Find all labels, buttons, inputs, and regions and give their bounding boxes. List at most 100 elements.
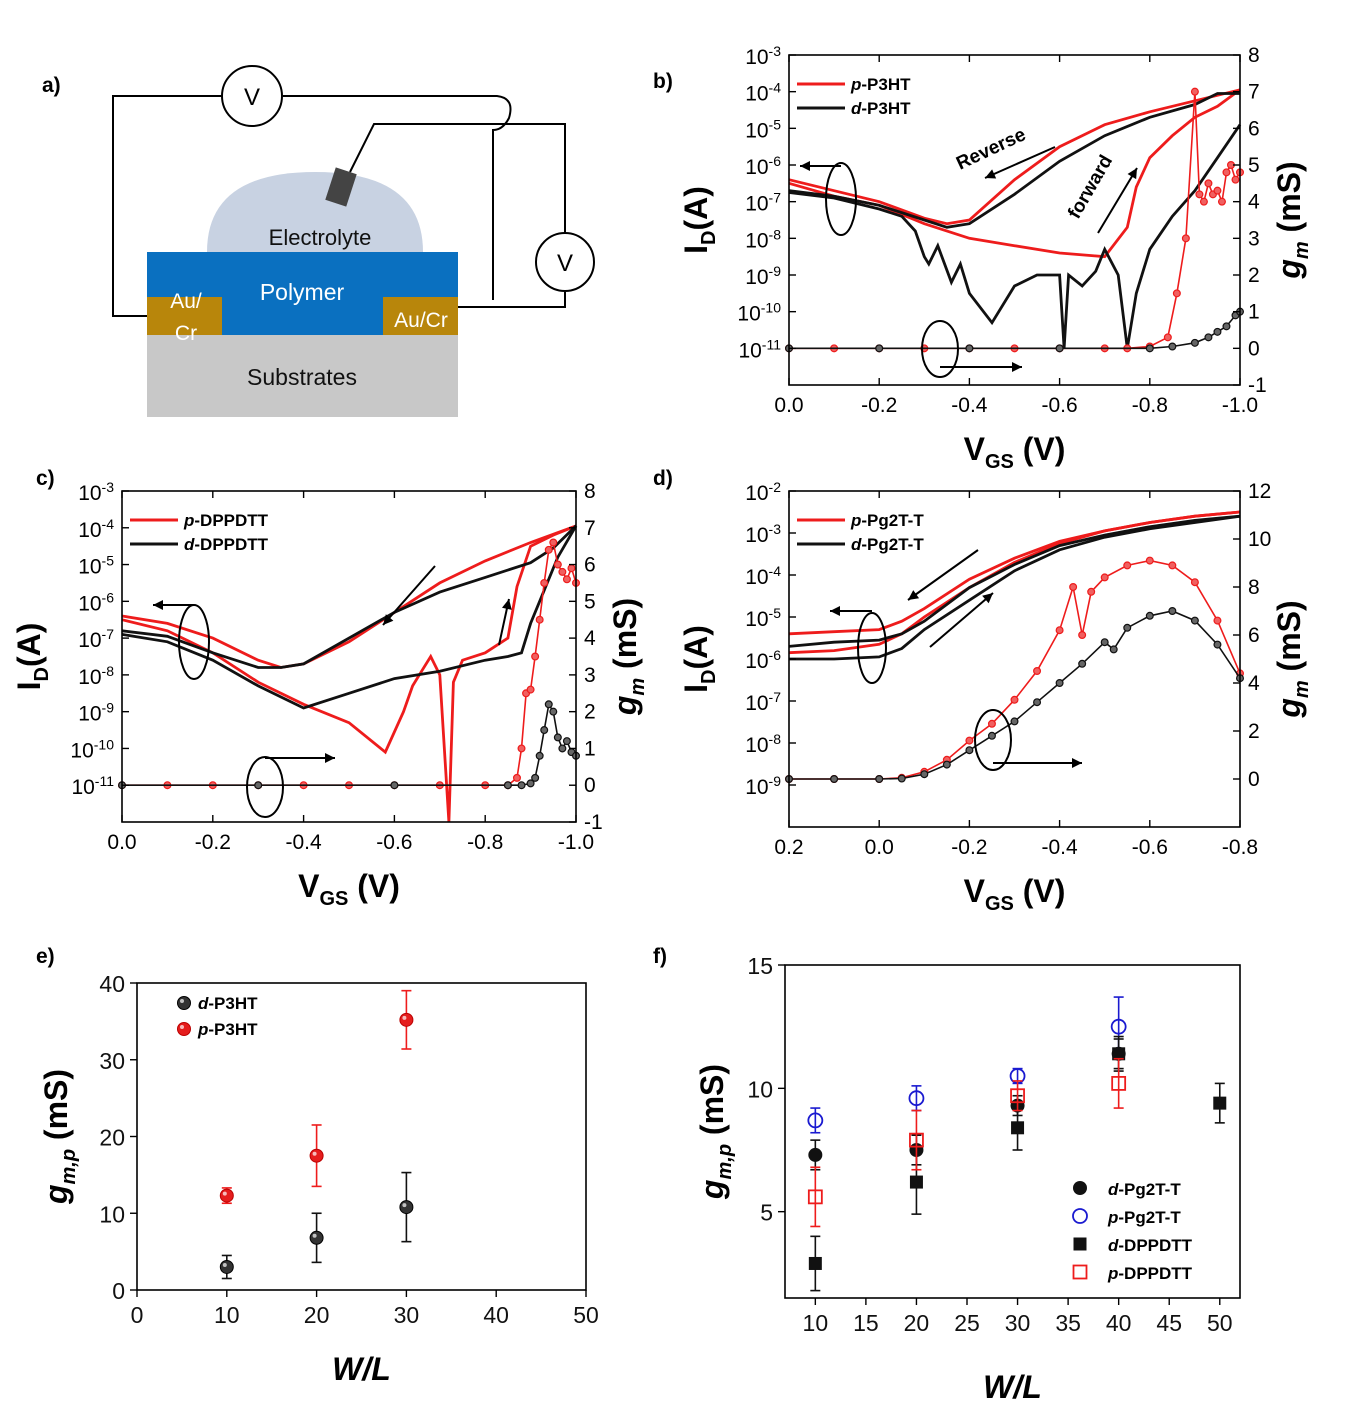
- legend-label: p-P3HT: [197, 1020, 258, 1039]
- y2-tick-label: 6: [1248, 624, 1260, 647]
- gm-point: [1204, 179, 1213, 188]
- panel-e: e) 0 10 20 30 40 50 0 10 20 30 40 W/L gm,p (mS) d-P3HT…: [36, 945, 599, 1387]
- gm-point: [1145, 611, 1154, 620]
- gm-point: [544, 700, 553, 709]
- data-point: [808, 1147, 823, 1162]
- data-point: [1111, 1076, 1127, 1091]
- legend-marker: [177, 996, 191, 1010]
- legend-marker: [1073, 1237, 1087, 1251]
- y2-tick-label: 4: [1248, 672, 1260, 695]
- y-tick-label: 10-7: [745, 689, 781, 715]
- data-point-highlight: [402, 1015, 407, 1020]
- y-tick-label: 10-2: [745, 479, 781, 505]
- axis-indicator-ellipse-left: [857, 612, 887, 684]
- gm-point: [1168, 342, 1177, 351]
- polymer-label: Polymer: [260, 279, 345, 305]
- voltmeter-right: [535, 232, 595, 292]
- gm-point: [1055, 344, 1064, 353]
- gm-point: [1010, 717, 1019, 726]
- data-point: [1010, 1088, 1025, 1104]
- x-axis-label: VGS (V): [298, 868, 400, 910]
- panel-label-c: c): [36, 467, 55, 490]
- series-line-5: [122, 702, 577, 787]
- x-tick-label: -0.6: [376, 831, 412, 854]
- gm-point: [1033, 666, 1042, 675]
- y-tick-label: 10-3: [745, 43, 781, 69]
- x-axis-label: W/L: [332, 1351, 391, 1387]
- legend-label: d-P3HT: [198, 994, 258, 1013]
- panel-label-b: b): [653, 70, 673, 93]
- series-line-3: [789, 514, 1241, 661]
- data-point: [807, 1189, 823, 1205]
- reverse-arrow: [382, 565, 436, 626]
- panel-label-e: e): [36, 945, 55, 968]
- data-point: [399, 1200, 414, 1215]
- axis-indicator-ellipse-right: [974, 709, 1012, 771]
- x-tick-label: -0.2: [195, 831, 231, 854]
- forward-arrow: [1097, 167, 1138, 234]
- axis-indicator-arrow-right-head: [1012, 362, 1022, 372]
- y2-tick-label: 6: [584, 554, 596, 577]
- gm-point: [1190, 338, 1199, 347]
- gm-point: [254, 781, 263, 790]
- reverse-label: Reverse: [953, 124, 1029, 174]
- electrolyte-label: Electrolyte: [269, 225, 372, 250]
- data-point: [309, 1148, 324, 1163]
- left-contact-label-top: Au/: [170, 290, 202, 313]
- y2-tick-label: 2: [1248, 264, 1260, 287]
- y2-tick-label: 6: [1248, 117, 1260, 140]
- axis-indicator-ellipse-left: [825, 162, 857, 236]
- left-contact: [147, 297, 222, 335]
- y2-tick-label: 4: [584, 627, 596, 650]
- legend-label: d-DPPDTT: [1108, 1236, 1193, 1255]
- x-tick-label: -0.2: [951, 836, 987, 859]
- y-tick-label: 10-11: [71, 773, 114, 799]
- legend-label: d-P3HT: [851, 99, 911, 118]
- gm-point: [549, 707, 558, 716]
- y-axis-label: ID(A): [678, 186, 720, 254]
- gm-point: [1069, 582, 1078, 591]
- gm-point: [1078, 659, 1087, 668]
- x-tick-label: -0.4: [286, 831, 323, 854]
- x-tick-label: 30: [1005, 1310, 1031, 1336]
- voltmeter-top: [221, 65, 283, 127]
- y-tick-label: 10: [99, 1201, 125, 1227]
- series-line-1: [121, 524, 577, 823]
- y-tick-label: 10-6: [78, 589, 114, 615]
- x-axis-label: W/L: [983, 1369, 1042, 1405]
- data-point: [219, 1188, 234, 1203]
- device-schematic: a) Electrolyte Polymer Au/ Cr Au/Cr Subs…: [42, 65, 595, 417]
- gm-point: [503, 781, 512, 790]
- gm-point: [1222, 168, 1231, 177]
- x-tick-label: 0.0: [107, 831, 136, 854]
- y-tick-label: 10-3: [745, 521, 781, 547]
- y2-tick-label: 7: [1248, 81, 1260, 104]
- x-tick-label: -0.4: [1042, 836, 1079, 859]
- gm-point: [1100, 573, 1109, 582]
- forward-arrow: [929, 592, 994, 648]
- y2-tick-label: 0: [584, 774, 596, 797]
- reverse-arrow-head: [908, 590, 920, 600]
- axis-indicator-ellipse-right: [921, 320, 959, 378]
- y2-axis-label: gm (mS): [1271, 161, 1313, 279]
- y-tick-label: 10-6: [745, 647, 781, 673]
- series-line-3: [121, 525, 578, 710]
- circuit-wires: [112, 95, 566, 317]
- y-tick-label: 10-7: [745, 190, 781, 216]
- series-line-0: [788, 510, 1241, 636]
- legend-label: p-DPPDTT: [1107, 1264, 1193, 1283]
- y-tick-label: 10-9: [745, 263, 781, 289]
- y-tick-label: 10-7: [78, 626, 114, 652]
- series-line-3: [788, 123, 1242, 349]
- y-tick-label: 10-4: [745, 80, 781, 106]
- data-point: [808, 1256, 822, 1270]
- gm-point: [512, 773, 521, 782]
- data-point: [909, 1132, 924, 1148]
- gm-point: [549, 538, 558, 547]
- x-axis-label: VGS (V): [964, 873, 1066, 915]
- gm-point: [897, 774, 906, 783]
- data-point: [909, 1175, 923, 1189]
- gm-point: [1168, 606, 1177, 615]
- gm-point: [1163, 333, 1172, 342]
- y2-tick-label: 3: [1248, 227, 1260, 250]
